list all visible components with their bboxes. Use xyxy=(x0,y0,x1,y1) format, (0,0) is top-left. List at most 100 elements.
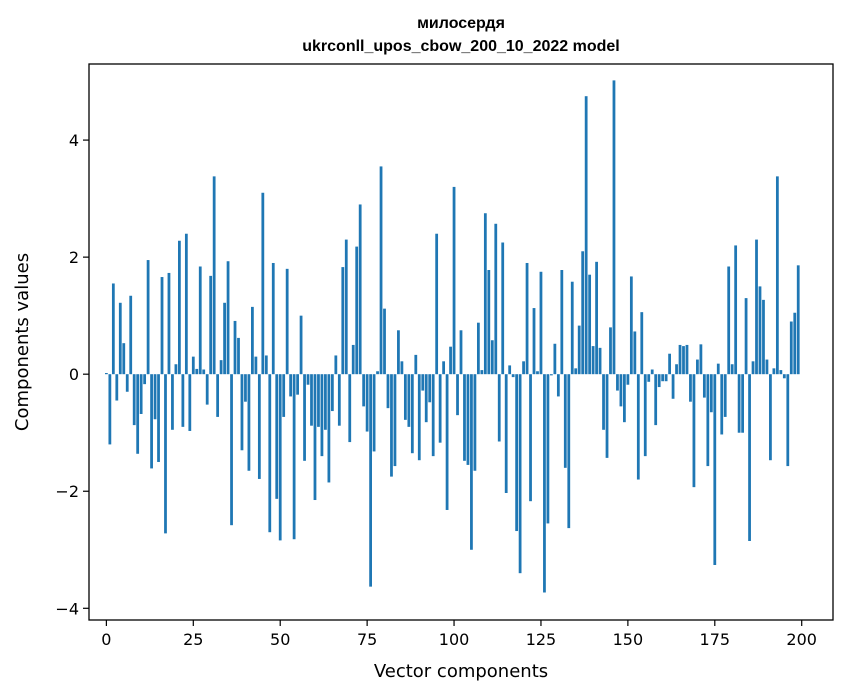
bar-component-68 xyxy=(341,267,345,375)
bar-component-141 xyxy=(595,261,598,375)
bar-component-184 xyxy=(744,298,748,375)
bar-component-34 xyxy=(223,302,226,375)
bar-component-19 xyxy=(171,374,174,430)
bar-component-27 xyxy=(198,266,202,375)
chart-subtitle: ukrconll_upos_cbow_200_10_2022 model xyxy=(302,38,619,55)
bar-component-41 xyxy=(247,374,251,471)
bar-component-45 xyxy=(261,192,265,375)
bar-component-125 xyxy=(539,271,543,375)
bar-component-105 xyxy=(470,374,473,550)
bar-component-175 xyxy=(713,374,717,565)
bar-component-185 xyxy=(748,374,751,541)
bar-component-89 xyxy=(414,354,418,375)
bar-component-135 xyxy=(574,368,578,375)
bar-component-57 xyxy=(303,374,306,461)
bar-component-90 xyxy=(417,374,421,461)
bar-component-62 xyxy=(320,374,324,457)
bar-component-16 xyxy=(160,277,164,375)
bar-component-93 xyxy=(428,374,432,403)
bar-component-0 xyxy=(104,373,108,375)
bar-component-121 xyxy=(525,262,529,375)
y-tick-label: 4 xyxy=(69,131,79,150)
y-tick-label: −2 xyxy=(55,482,79,501)
bar-component-43 xyxy=(254,356,258,375)
bar-component-33 xyxy=(219,360,223,375)
bar-component-26 xyxy=(195,368,199,375)
bar-component-47 xyxy=(268,374,272,533)
bar-component-157 xyxy=(650,369,654,375)
bar-component-110 xyxy=(487,270,491,375)
bar-component-108 xyxy=(480,370,484,375)
bar-component-10 xyxy=(139,374,143,414)
bar-component-136 xyxy=(577,325,581,375)
bar-component-7 xyxy=(129,295,133,375)
bar-component-199 xyxy=(796,265,800,375)
bar-component-162 xyxy=(668,353,671,375)
y-tick-label: −4 xyxy=(55,599,79,618)
bar-component-98 xyxy=(445,374,449,510)
bar-component-179 xyxy=(727,266,731,375)
bar-component-178 xyxy=(723,374,727,417)
bar-component-192 xyxy=(772,368,776,375)
x-axis-label: Vector components xyxy=(374,661,548,682)
bar-component-128 xyxy=(550,374,553,376)
bar-component-56 xyxy=(299,315,303,375)
bar-component-44 xyxy=(257,374,261,479)
bar-component-172 xyxy=(702,374,706,398)
bar-component-154 xyxy=(640,312,644,375)
bar-component-102 xyxy=(459,330,463,375)
bar-component-169 xyxy=(692,374,696,488)
bar-component-107 xyxy=(476,322,480,375)
chart-title: милосердя xyxy=(417,15,505,32)
bar-component-170 xyxy=(696,359,699,375)
bar-component-40 xyxy=(244,374,247,402)
y-tick-label: 0 xyxy=(69,365,79,384)
bar-component-91 xyxy=(421,374,425,391)
bar-component-188 xyxy=(758,286,762,375)
bar-component-3 xyxy=(115,374,119,401)
x-tick-label: 50 xyxy=(270,630,290,649)
bar-component-2 xyxy=(111,283,115,375)
bar-component-84 xyxy=(397,330,400,375)
bar-component-114 xyxy=(501,242,505,375)
bar-component-115 xyxy=(504,374,508,493)
bar-component-76 xyxy=(369,374,372,587)
bar-component-25 xyxy=(191,356,195,375)
bar-component-176 xyxy=(716,363,720,375)
bar-component-67 xyxy=(337,374,341,426)
bar-component-77 xyxy=(372,374,376,452)
bar-component-133 xyxy=(567,374,571,529)
bar-component-193 xyxy=(775,176,779,375)
bar-component-123 xyxy=(532,308,536,375)
bar-component-48 xyxy=(271,262,275,375)
bar-component-112 xyxy=(494,223,498,375)
bar-component-139 xyxy=(588,274,592,375)
bar-component-151 xyxy=(629,276,633,375)
bar-component-109 xyxy=(483,213,487,375)
bar-component-168 xyxy=(689,374,692,402)
bar-component-18 xyxy=(167,272,171,375)
bar-component-120 xyxy=(522,361,525,375)
bar-component-167 xyxy=(685,344,689,375)
bar-component-15 xyxy=(157,374,160,462)
bar-component-194 xyxy=(779,370,783,375)
y-axis-ticks: −4 −2 0 2 4 xyxy=(55,131,89,618)
bar-component-174 xyxy=(709,374,713,413)
bar-component-187 xyxy=(755,239,758,375)
bar-component-70 xyxy=(348,374,352,443)
bar-component-119 xyxy=(518,374,522,574)
bar-component-150 xyxy=(626,374,630,385)
bar-component-54 xyxy=(292,374,296,540)
bar-component-161 xyxy=(664,374,668,382)
bar-component-190 xyxy=(765,359,769,375)
bar-component-165 xyxy=(678,344,682,375)
bar-component-164 xyxy=(675,364,678,375)
bar-component-144 xyxy=(605,374,609,458)
x-tick-label: 0 xyxy=(101,630,111,649)
bar-component-4 xyxy=(118,302,122,375)
bar-component-124 xyxy=(536,371,539,375)
bar-component-134 xyxy=(570,281,574,375)
bar-component-9 xyxy=(136,374,140,454)
bar-component-195 xyxy=(782,374,786,379)
x-tick-label: 200 xyxy=(786,630,817,649)
